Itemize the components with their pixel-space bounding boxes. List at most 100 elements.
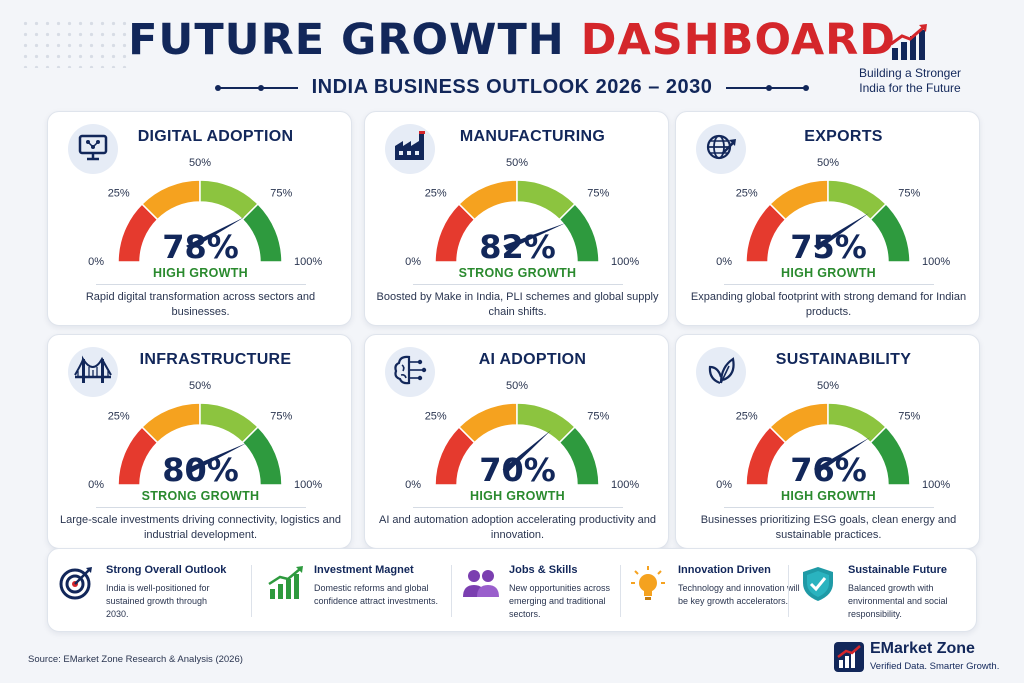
gauge-tick-label: 50% xyxy=(189,380,211,392)
card-title: EXPORTS xyxy=(804,128,883,145)
gauge-band xyxy=(457,179,518,221)
gauge-tick-label: 100% xyxy=(611,256,639,268)
gauge-tick-label: 0% xyxy=(88,479,104,491)
growth-status: HIGH GROWTH xyxy=(470,489,565,503)
card-title: MANUFACTURING xyxy=(459,128,606,145)
gauge-band xyxy=(140,179,201,221)
gauge-value: 75% xyxy=(790,228,867,266)
brand-logo: EMarket Zone Verified Data. Smarter Grow… xyxy=(834,640,999,676)
gauge-tick-label: 25% xyxy=(736,411,758,423)
growth-status: HIGH GROWTH xyxy=(153,266,248,280)
card-icon-wrap xyxy=(385,347,435,397)
tagline-line2: India for the Future xyxy=(859,81,961,95)
globe-arrow-icon xyxy=(704,130,738,169)
card-icon-wrap xyxy=(68,347,118,397)
gauge-card: DIGITAL ADOPTION 0% 25% 50% 75% 100% 78% HIGH G… xyxy=(47,111,352,326)
gauge-band xyxy=(140,402,201,444)
gauge-tick-label: 50% xyxy=(817,157,839,169)
gauge-chart: 0% 25% 50% 75% 100% xyxy=(405,380,639,491)
gauge-card: AI ADOPTION 0% 25% 50% 75% 100% 70% HIGH GROWTH… xyxy=(364,334,669,549)
card-title: SUSTAINABILITY xyxy=(775,351,912,368)
highlight-item: Jobs & Skills New opportunities across e… xyxy=(451,549,631,633)
highlight-title: Sustainable Future xyxy=(848,564,948,576)
card-title: DIGITAL ADOPTION xyxy=(137,128,294,145)
page-subtitle: INDIA BUSINESS OUTLOOK 2026 – 2030 xyxy=(311,76,713,98)
gauge-tick-label: 75% xyxy=(270,411,292,423)
gauge-tick-label: 50% xyxy=(189,157,211,169)
gauge-band xyxy=(457,402,518,444)
gauge-tick-label: 75% xyxy=(898,188,920,200)
card-divider xyxy=(724,284,934,285)
gauge-band xyxy=(768,402,829,444)
gauge-chart: 0% 25% 50% 75% 100% xyxy=(716,380,950,491)
gauge-value: 78% xyxy=(162,228,239,266)
gauge-tick-label: 50% xyxy=(506,157,528,169)
gauge-tick-label: 25% xyxy=(425,188,447,200)
divider xyxy=(251,565,252,617)
gauge-needle xyxy=(502,430,552,473)
card-description: Boosted by Make in India, PLI schemes an… xyxy=(376,291,659,318)
logo-chart-icon xyxy=(837,645,861,668)
gauge-tick-label: 75% xyxy=(587,188,609,200)
target-icon xyxy=(59,567,92,600)
card-description: Rapid digital transformation across sect… xyxy=(85,291,316,318)
growth-status: STRONG GROWTH xyxy=(141,489,260,503)
gauge-band xyxy=(768,179,829,221)
gauge-card: EXPORTS 0% 25% 50% 75% 100% 75% HIGH GROWTH Expa… xyxy=(675,111,980,326)
highlight-text: New opportunities across emerging and tr… xyxy=(509,583,611,619)
growth-chart-icon xyxy=(890,24,927,60)
card-divider xyxy=(413,284,623,285)
gauge-tick-label: 100% xyxy=(922,256,950,268)
gauge-band xyxy=(869,202,911,263)
gauge-value: 70% xyxy=(479,451,556,489)
card-icon-wrap xyxy=(696,347,746,397)
gauge-band xyxy=(869,425,911,486)
source-note: Source: EMarket Zone Research & Analysis… xyxy=(28,654,243,665)
growth-status: HIGH GROWTH xyxy=(781,266,876,280)
highlight-title: Innovation Driven xyxy=(678,564,771,576)
gauge-tick-label: 0% xyxy=(405,256,421,268)
gauge-needle xyxy=(813,212,870,251)
gauge-band xyxy=(558,425,600,486)
header: FUTURE GROWTH DASHBOARD INDIA BUSINESS O… xyxy=(0,14,1024,99)
highlight-title: Strong Overall Outlook xyxy=(106,564,227,576)
highlights-bar: Strong Overall Outlook India is well-pos… xyxy=(47,548,977,632)
gauge-tick-label: 0% xyxy=(716,256,732,268)
gauge-tick-label: 25% xyxy=(425,411,447,423)
monitor-network-icon xyxy=(76,130,110,169)
gauge-card: MANUFACTURING 0% 25% 50% 75% 100% 82% STRONG GR… xyxy=(364,111,669,326)
shield-check-icon xyxy=(803,567,833,601)
highlight-text: India is well-positioned for sustained g… xyxy=(106,583,210,619)
highlight-item: Sustainable Future Balanced growth with … xyxy=(790,549,978,633)
lightbulb-icon xyxy=(631,566,665,600)
gauge-value: 82% xyxy=(479,228,556,266)
gauge-needle xyxy=(503,222,566,251)
card-description: Businesses prioritizing ESG goals, clean… xyxy=(700,514,957,541)
divider xyxy=(620,565,621,617)
card-icon-wrap xyxy=(696,124,746,174)
gauge-band xyxy=(558,202,600,263)
card-divider xyxy=(96,507,306,508)
gauge-tick-label: 100% xyxy=(922,479,950,491)
gauge-tick-label: 0% xyxy=(405,479,421,491)
divider xyxy=(451,565,452,617)
gauge-chart: 0% 25% 50% 75% 100% xyxy=(88,380,322,491)
factory-icon xyxy=(392,130,428,169)
card-title: AI ADOPTION xyxy=(478,351,587,368)
subtitle-line-left xyxy=(214,84,298,91)
gauge-tick-label: 100% xyxy=(294,479,322,491)
gauge-tick-label: 25% xyxy=(108,411,130,423)
bar-growth-icon xyxy=(268,566,303,599)
card-description: Large-scale investments driving connecti… xyxy=(59,514,342,541)
card-divider xyxy=(413,507,623,508)
gauge-needle xyxy=(186,442,247,474)
people-icon xyxy=(463,570,499,597)
gauge-chart: 0% 25% 50% 75% 100% xyxy=(716,157,950,268)
card-icon-wrap xyxy=(68,124,118,174)
gauge-card: INFRASTRUCTURE 0% 25% 50% 75% 100% 80% STRONG G… xyxy=(47,334,352,549)
card-title: INFRASTRUCTURE xyxy=(139,351,292,368)
gauge-band xyxy=(241,425,283,486)
card-description: AI and automation adoption accelerating … xyxy=(378,514,656,541)
gauge-card: SUSTAINABILITY 0% 25% 50% 75% 100% 76% HIGH GRO… xyxy=(675,334,980,549)
leaf-icon xyxy=(704,353,738,392)
